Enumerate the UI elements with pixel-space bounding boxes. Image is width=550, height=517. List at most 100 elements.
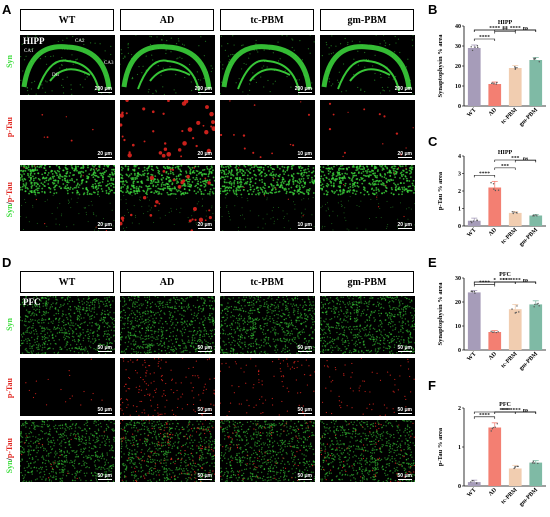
y-tick-label: 0 — [458, 484, 461, 490]
y-tick-label: 3 — [458, 172, 461, 178]
y-tick-label: 1 — [458, 207, 461, 213]
bar-wt — [468, 482, 481, 486]
significance-label: **** — [479, 280, 490, 286]
header-wt-d: WT — [20, 271, 114, 293]
y-axis-label: p-Tau % area — [437, 171, 444, 210]
data-point — [474, 46, 475, 47]
x-tick-label: WT — [466, 227, 477, 238]
data-point — [533, 306, 534, 307]
data-point — [532, 462, 533, 463]
y-tick-label: 4 — [458, 154, 461, 160]
scale-bar: 50 μm — [298, 473, 312, 480]
y-tick-label: 2 — [458, 406, 461, 412]
data-point — [537, 463, 538, 464]
data-point — [492, 82, 493, 83]
significance-label: ** — [502, 26, 508, 32]
scale-bar: 20 μm — [398, 151, 412, 158]
data-point — [470, 481, 471, 482]
data-point — [533, 215, 534, 216]
data-point — [493, 183, 494, 184]
scale-bar: 50 μm — [198, 407, 212, 414]
data-point — [497, 423, 498, 424]
data-point — [477, 45, 478, 46]
scale-bar: 200 μm — [95, 86, 112, 93]
data-point — [511, 308, 512, 309]
bar-wt — [468, 292, 481, 350]
data-point — [494, 426, 495, 427]
data-point — [498, 190, 499, 191]
micrograph-pfc-merge-wt: 50 μm — [20, 420, 115, 482]
data-point — [493, 332, 494, 333]
micrograph-hipp-syn-gm: 200 μm — [320, 35, 415, 95]
data-point — [534, 462, 535, 463]
x-tick-label: gm-PBM — [518, 351, 539, 372]
data-point — [472, 480, 473, 481]
scale-bar: 200 μm — [295, 86, 312, 93]
scale-bar: 20 μm — [198, 222, 212, 229]
scale-bar-label: 20 μm — [98, 222, 112, 228]
y-tick-label: 0 — [458, 348, 461, 354]
x-tick-label: tc-PBM — [500, 227, 519, 246]
anatomy-label-ca1: CA1 — [24, 49, 33, 54]
scale-bar: 200 μm — [195, 86, 212, 93]
bar-tc-pbm — [509, 68, 522, 106]
micrograph-hipp-syn-ad: 200 μm — [120, 35, 215, 95]
data-point — [536, 215, 537, 216]
significance-label: **** — [479, 171, 490, 177]
micrograph-hipp-ptau-tc: 10 μm — [220, 100, 315, 160]
scale-bar: 50 μm — [398, 345, 412, 352]
x-tick-label: tc-PBM — [500, 107, 519, 126]
micrograph-pfc-ptau-ad: 50 μm — [120, 358, 215, 416]
scale-bar-label: 20 μm — [398, 222, 412, 228]
bar-gm-pbm — [529, 304, 542, 350]
scale-bar-label: 200 μm — [295, 86, 312, 92]
micrograph-pfc-ptau-gm: 50 μm — [320, 358, 415, 416]
scale-bar-label: 10 μm — [298, 222, 312, 228]
data-point — [534, 57, 535, 58]
data-point — [515, 67, 516, 68]
data-point — [516, 67, 517, 68]
data-point — [471, 222, 472, 223]
y-tick-label: 30 — [455, 276, 461, 282]
row-label-merge-d: Syn/p-Tau — [5, 438, 14, 473]
data-point — [535, 214, 536, 215]
x-tick-label: gm-PBM — [518, 227, 539, 248]
y-tick-label: 0 — [458, 104, 461, 110]
panel-letter-a: A — [2, 2, 11, 17]
row-label-merge-a: Syn/p-Tau — [5, 182, 14, 217]
data-point — [513, 468, 514, 469]
scale-bar: 20 μm — [98, 222, 112, 229]
data-point — [492, 428, 493, 429]
scale-bar: 10 μm — [298, 222, 312, 229]
significance-label: *** — [501, 408, 510, 414]
data-point — [477, 47, 478, 48]
scale-bar-label: 50 μm — [398, 345, 412, 351]
data-point — [476, 220, 477, 221]
panel-letter-d: D — [2, 255, 11, 270]
scale-bar: 50 μm — [98, 345, 112, 352]
bar-ad — [488, 428, 501, 487]
data-point — [516, 466, 517, 467]
scale-bar: 50 μm — [398, 473, 412, 480]
bar-tc-pbm — [509, 468, 522, 486]
data-point — [474, 291, 475, 292]
bar-gm-pbm — [529, 216, 542, 227]
header-wt-a: WT — [20, 9, 114, 31]
data-point — [491, 430, 492, 431]
y-tick-label: 0 — [458, 224, 461, 230]
scale-bar-label: 200 μm — [195, 86, 212, 92]
significance-label: **** — [479, 412, 490, 418]
data-point — [492, 331, 493, 332]
scale-bar-label: 50 μm — [198, 473, 212, 479]
bar-ad — [488, 188, 501, 227]
scale-bar-label: 50 μm — [298, 345, 312, 351]
data-point — [534, 304, 535, 305]
x-tick-label: WT — [466, 351, 477, 362]
bar-wt — [468, 48, 481, 106]
y-axis-label: p-Tau % area — [437, 427, 444, 466]
micrograph-pfc-merge-tc: 50 μm — [220, 420, 315, 482]
y-tick-label: 30 — [455, 44, 461, 50]
